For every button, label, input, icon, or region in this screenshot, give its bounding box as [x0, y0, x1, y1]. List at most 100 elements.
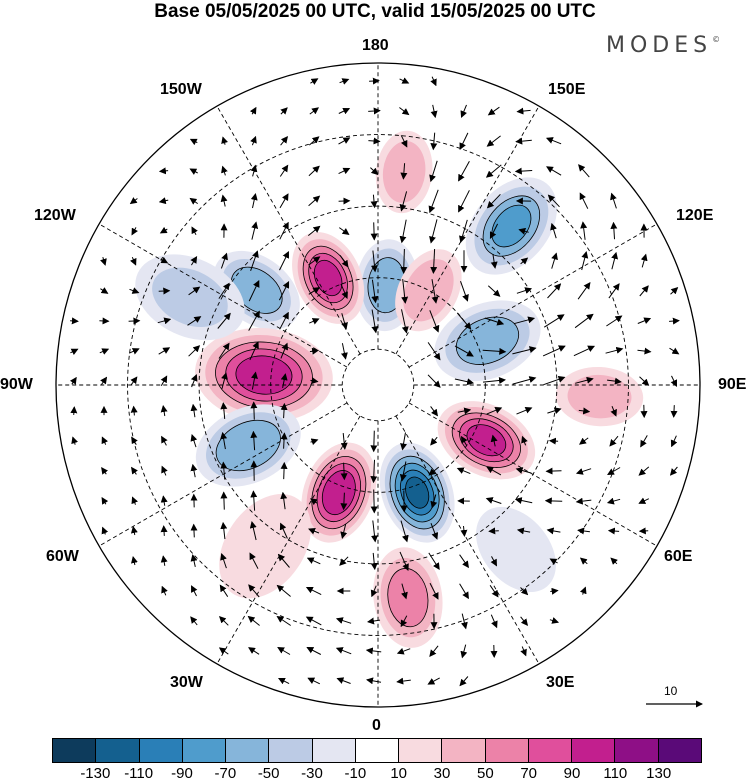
wind-arrow: [190, 256, 198, 266]
wind-arrow: [639, 285, 649, 297]
wind-arrow: [250, 193, 258, 209]
wind-arrow: [310, 377, 319, 385]
wind-arrow: [430, 132, 438, 151]
label-60e: 60E: [664, 548, 693, 565]
wind-arrow: [638, 497, 650, 504]
anomaly-center-14: [135, 254, 245, 341]
brand-logo: MODES©: [606, 33, 720, 58]
anomaly-center-13: [373, 547, 443, 648]
colorbar-tick-label: -110: [124, 765, 154, 782]
wind-arrow: [399, 107, 410, 116]
wind-arrow: [160, 525, 168, 536]
wind-arrow: [250, 401, 258, 420]
wind-arrow: [221, 165, 228, 176]
wind-arrow: [129, 197, 138, 205]
wind-arrow: [577, 527, 590, 535]
wind-arrow: [277, 646, 291, 655]
wind-arrow: [191, 585, 198, 597]
wind-arrow: [250, 490, 258, 511]
wind-arrow: [339, 78, 350, 85]
wind-arrow: [669, 317, 680, 325]
anomaly-center-15: [476, 506, 556, 593]
wind-arrow: [218, 615, 229, 626]
wind-arrow: [160, 495, 168, 506]
wind-arrow: [489, 585, 499, 598]
wind-arrow: [365, 647, 382, 655]
wind-arrow: [669, 347, 680, 355]
wind-arrow: [190, 373, 198, 388]
wind-arrow: [459, 583, 469, 600]
wind-arrow: [485, 164, 502, 178]
wind-arrow: [581, 251, 589, 271]
label-30e: 30E: [546, 674, 575, 691]
wind-arrow: [190, 463, 198, 478]
wind-arrow: [548, 437, 559, 445]
wind-arrow: [399, 551, 409, 572]
wind-arrow: [367, 617, 381, 625]
wind-arrow: [513, 316, 536, 325]
wind-arrow: [99, 348, 110, 355]
wind-arrow: [547, 194, 560, 208]
wind-arrow: [277, 553, 290, 568]
colorbar-segment-11: [528, 739, 573, 762]
wind-arrow: [546, 527, 561, 535]
wind-arrow: [488, 527, 499, 535]
colorbar-segment-13: [615, 739, 659, 762]
wind-arrow: [429, 219, 438, 244]
wind-arrow: [607, 527, 620, 535]
label-60w: 60W: [46, 548, 79, 565]
wind-arrow: [309, 107, 320, 115]
wind-arrow: [131, 227, 138, 236]
colorbar-tick-label: 130: [646, 765, 672, 782]
wind-arrow: [335, 617, 352, 624]
brand-text: MODES: [606, 33, 713, 58]
label-150e: 150E: [548, 81, 586, 98]
wind-arrow: [550, 587, 559, 595]
wind-arrow: [520, 587, 529, 596]
wind-arrow: [158, 197, 169, 205]
wind-arrow: [338, 167, 351, 175]
wind-arrow: [251, 221, 259, 240]
wind-arrow: [607, 377, 622, 385]
wind-arrow: [279, 251, 289, 271]
wind-arrow: [131, 436, 138, 445]
wind-arrow: [512, 376, 537, 385]
anomaly-center-9: [395, 249, 462, 332]
wind-arrow: [520, 257, 529, 265]
colorbar-tick-label: -70: [214, 765, 237, 782]
wind-arrow: [370, 194, 378, 209]
wind-arrow: [250, 430, 258, 451]
wind-arrow: [638, 466, 650, 476]
wind-arrow: [429, 310, 440, 333]
wind-arrow: [280, 373, 288, 388]
wind-arrow: [279, 164, 289, 177]
wind-arrow: [160, 256, 169, 264]
wind-arrow: [276, 584, 291, 597]
wind-arrow: [308, 195, 321, 207]
wind-arrow: [579, 586, 587, 595]
wind-arrow: [220, 252, 228, 269]
label-90w: 90W: [0, 376, 33, 393]
colorbar-tick-label: -130: [80, 765, 111, 782]
wind-arrow: [70, 406, 78, 415]
wind-arrow: [370, 585, 378, 598]
wind-arrow: [189, 197, 198, 205]
wind-arrow: [249, 341, 259, 361]
wind-arrow: [611, 251, 619, 270]
reference-vector-arrow: [646, 700, 703, 708]
wind-arrow: [131, 556, 138, 566]
wind-arrow: [220, 431, 228, 450]
colorbar-segment-2: [139, 739, 183, 762]
wind-arrow: [280, 491, 288, 510]
wind-arrow: [308, 256, 321, 266]
wind-arrow: [280, 432, 288, 449]
wind-arrow: [606, 497, 621, 505]
wind-arrow: [579, 557, 588, 565]
wind-arrow: [551, 252, 558, 269]
wind-arrow: [458, 161, 470, 182]
label-120e: 120E: [676, 207, 714, 224]
wind-arrow: [371, 520, 378, 543]
wind-arrow: [546, 166, 562, 176]
wind-arrow: [543, 314, 565, 328]
wind-arrow: [276, 615, 291, 626]
